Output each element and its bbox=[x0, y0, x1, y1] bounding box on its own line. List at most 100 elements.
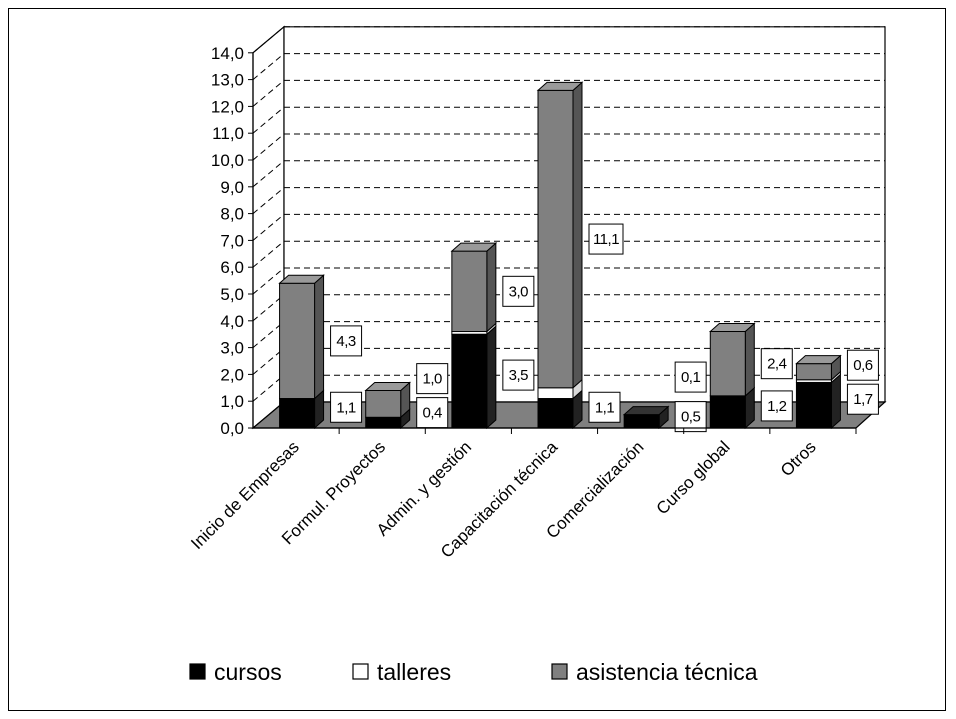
data-label-text: 1,7 bbox=[853, 391, 873, 408]
data-label-text: 0,4 bbox=[423, 405, 443, 422]
y-tick-label: 5,0 bbox=[220, 285, 244, 304]
legend: cursos talleres asistencia técnica bbox=[189, 659, 758, 685]
data-label-text: 2,4 bbox=[767, 356, 787, 373]
gridline-side bbox=[252, 53, 285, 80]
data-label: 3,5 bbox=[502, 359, 535, 391]
bar-top-asistencia-técnica bbox=[708, 323, 756, 333]
data-label-box bbox=[416, 363, 449, 395]
bar-segment-asistencia-técnica bbox=[365, 389, 402, 418]
bar-side-cursos bbox=[486, 325, 497, 430]
data-label-text: 1,2 bbox=[767, 398, 787, 415]
data-label-text: 4,3 bbox=[336, 333, 356, 350]
data-label: 1,2 bbox=[760, 390, 793, 422]
bar-side-asistencia-técnica bbox=[486, 242, 497, 333]
bar-side-asistencia-técnica bbox=[744, 322, 755, 397]
bar-segment-talleres bbox=[537, 387, 574, 400]
data-label: 1,1 bbox=[330, 391, 363, 423]
bar-segment-asistencia-técnica bbox=[279, 282, 316, 400]
bar-top-asistencia-técnica bbox=[278, 274, 325, 284]
bars bbox=[278, 81, 842, 430]
bar-3 bbox=[450, 242, 498, 430]
data-label-box bbox=[502, 275, 535, 307]
gridline-side bbox=[252, 267, 285, 295]
data-label-text: 1,1 bbox=[595, 399, 615, 416]
data-label-box bbox=[330, 391, 363, 423]
data-label: 11,1 bbox=[588, 223, 624, 255]
gridline-side bbox=[252, 240, 285, 268]
legend-swatch-cursos bbox=[189, 663, 206, 680]
y-tick-label: 7,0 bbox=[220, 231, 244, 250]
bar-segment-asistencia-técnica bbox=[795, 363, 832, 381]
legend-swatch-talleres bbox=[352, 663, 369, 680]
legend-label-asistencia-técnica: asistencia técnica bbox=[576, 659, 758, 685]
bar-1 bbox=[278, 274, 325, 430]
bar-6 bbox=[708, 322, 756, 430]
bar-side-cursos bbox=[830, 373, 841, 430]
bar-segment-asistencia-técnica bbox=[709, 331, 746, 397]
bar-top-asistencia-técnica bbox=[795, 355, 842, 365]
y-tick-label: 14,0 bbox=[211, 44, 244, 63]
bar-segment-cursos bbox=[623, 414, 660, 429]
data-label: 3,0 bbox=[502, 275, 535, 307]
data-label: 0,1 bbox=[674, 361, 707, 393]
data-label-text: 11,1 bbox=[593, 231, 619, 248]
data-label-box bbox=[760, 348, 793, 380]
x-category-label: Curso global bbox=[653, 437, 734, 518]
data-label: 0,4 bbox=[416, 397, 449, 429]
data-label-text: 0,1 bbox=[681, 369, 701, 386]
data-label-box bbox=[588, 223, 624, 255]
y-tick-label: 13,0 bbox=[211, 71, 244, 90]
data-label-box bbox=[846, 383, 879, 415]
data-label: 4,3 bbox=[330, 325, 363, 357]
gridline-side bbox=[252, 160, 285, 188]
data-label-box bbox=[760, 390, 793, 422]
bar-7 bbox=[795, 354, 842, 430]
y-tick-label: 3,0 bbox=[220, 339, 244, 358]
bar-segment-cursos bbox=[451, 333, 488, 429]
y-tick-label: 6,0 bbox=[220, 258, 244, 277]
data-label-box bbox=[502, 359, 535, 391]
y-tick-label: 11,0 bbox=[212, 124, 244, 143]
x-category-label: Otros bbox=[777, 437, 820, 480]
y-tick-label: 12,0 bbox=[211, 97, 244, 116]
bar-2 bbox=[364, 381, 412, 430]
gridline-side bbox=[252, 187, 285, 214]
gridline-side bbox=[252, 106, 285, 134]
data-label-text: 0,6 bbox=[853, 357, 873, 374]
bar-segment-cursos bbox=[795, 381, 832, 429]
data-label-text: 1,0 bbox=[423, 371, 443, 388]
bar-segment-asistencia-técnica bbox=[451, 250, 488, 333]
gridlines bbox=[252, 26, 885, 402]
data-label-box bbox=[416, 397, 449, 429]
y-tick-label: 8,0 bbox=[220, 205, 244, 224]
bar-top-asistencia-técnica bbox=[450, 242, 498, 252]
data-label-box bbox=[330, 325, 363, 357]
legend-label-cursos: cursos bbox=[214, 659, 282, 685]
y-tick-label: 10,0 bbox=[211, 151, 244, 170]
gridline-side bbox=[252, 374, 285, 402]
y-tick-label: 9,0 bbox=[220, 178, 244, 197]
bar-4 bbox=[536, 81, 584, 430]
data-label-box bbox=[588, 391, 621, 423]
gridline-side bbox=[252, 26, 285, 54]
data-label: 0,6 bbox=[846, 349, 879, 381]
data-label: 1,1 bbox=[588, 391, 621, 423]
y-tick-label: 1,0 bbox=[220, 392, 244, 411]
data-label-text: 3,5 bbox=[509, 367, 529, 384]
data-label-box bbox=[674, 401, 707, 433]
bar-segment-cursos bbox=[537, 398, 574, 429]
data-label: 1,7 bbox=[846, 383, 879, 415]
gridline-side bbox=[252, 214, 285, 241]
bar-5 bbox=[622, 405, 670, 430]
data-label-text: 0,5 bbox=[681, 409, 701, 426]
gridline-side bbox=[252, 321, 285, 348]
data-label-text: 3,0 bbox=[509, 283, 529, 300]
bar-top-asistencia-técnica bbox=[536, 81, 584, 91]
data-label-box bbox=[846, 349, 879, 381]
data-label: 0,5 bbox=[674, 401, 707, 433]
data-label-box bbox=[674, 361, 707, 393]
data-label-text: 1,1 bbox=[336, 399, 356, 416]
gridline-side bbox=[252, 294, 285, 322]
